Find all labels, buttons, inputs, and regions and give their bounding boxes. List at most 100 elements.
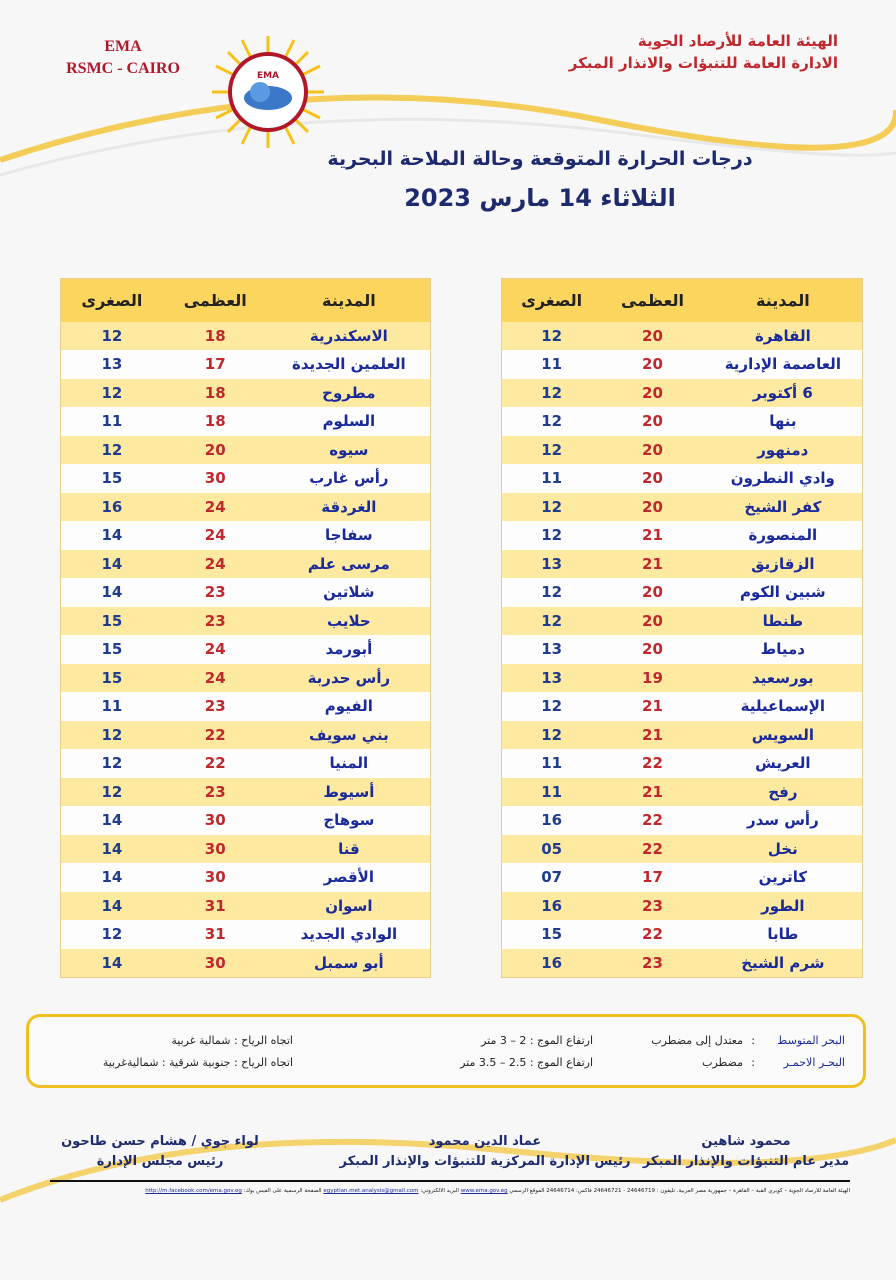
sea-state: مضطرب [702,1055,743,1069]
max-temperature: 20 [601,350,704,379]
website-link[interactable]: www.ema.gov.eg [460,1188,508,1194]
facebook-link[interactable]: http://m.facebook.com/ema.gov.eg [145,1188,242,1194]
max-temperature: 20 [601,578,704,607]
city-name: رأس حدربة [267,663,431,692]
city-name: أسيوط [267,777,431,806]
city-name: الأقصر [267,863,431,892]
city-name: شرم الشيخ [703,948,863,977]
city-name: المنيا [267,749,431,778]
table-row: دمنهور 20 12 [501,435,863,464]
min-temperature: 16 [60,492,163,521]
table-row: الفيوم 23 11 [60,692,431,721]
email-label: البريد الالكتروني: [420,1188,459,1194]
max-temperature: 30 [162,863,268,892]
signatory-title: رئيس الإدارة المركزية للتنبؤات والإنذار … [339,1154,631,1169]
max-temperature: 18 [162,407,268,436]
signature-3: لواء جوي / هشام حسن طاحون رئيس مجلس الإدا… [50,1132,270,1172]
city-name: طنطا [703,606,863,635]
wave-height: ارتفاع الموج : 2.5 – 3.5 متر [460,1055,593,1069]
min-temperature: 12 [501,321,602,350]
min-temperature: 12 [501,435,602,464]
max-temperature: 22 [601,806,704,835]
column-header-city: المدينة [267,278,431,322]
min-temperature: 11 [60,692,163,721]
max-temperature: 24 [162,521,268,550]
sea-name: البحر المتوسط [777,1033,845,1047]
max-temperature: 23 [162,692,268,721]
table-row: دمياط 20 13 [501,635,863,664]
signatory-name: عماد الدين محمود [428,1134,542,1149]
page-date: الثلاثاء 14 مارس 2023 [404,184,676,212]
org-header: الهيئة العامة للأرصاد الجوية الادارة الع… [569,30,838,74]
min-temperature: 11 [501,350,602,379]
min-temperature: 12 [501,692,602,721]
max-temperature: 23 [162,777,268,806]
table-row: شبين الكوم 20 12 [501,578,863,607]
max-temperature: 19 [601,663,704,692]
table-row: السلوم 18 11 [60,407,431,436]
table-row: مرسى علم 24 14 [60,549,431,578]
max-temperature: 30 [162,948,268,977]
max-temperature: 30 [162,806,268,835]
table-row: رأس سدر 22 16 [501,806,863,835]
max-temperature: 17 [601,863,704,892]
table-row: بورسعيد 19 13 [501,663,863,692]
city-name: قنا [267,834,431,863]
city-name: بورسعيد [703,663,863,692]
column-header-min: الصغرى [501,278,602,322]
table-row: سفاجا 24 14 [60,521,431,550]
max-temperature: 22 [162,749,268,778]
ema-logo: EMA [212,36,324,148]
max-temperature: 30 [162,834,268,863]
max-temperature: 17 [162,350,268,379]
marine-conditions-box: البحر المتوسط: معتدل إلى مضطرب ارتفاع المو… [26,1014,866,1088]
max-temperature: 23 [601,948,704,977]
city-name: بني سويف [267,720,431,749]
city-name: الاسكندرية [267,321,431,350]
signatory-title: رئيس مجلس الإدارة [96,1154,224,1169]
min-temperature: 11 [501,777,602,806]
table-row: المنصورة 21 12 [501,521,863,550]
table-row: رأس غارب 30 15 [60,464,431,493]
min-temperature: 12 [501,578,602,607]
svg-text:EMA: EMA [257,71,279,81]
min-temperature: 12 [501,407,602,436]
city-name: العلمين الجديدة [267,350,431,379]
min-temperature: 05 [501,834,602,863]
colon: : [751,1055,755,1069]
ema-header: EMA RSMC - CAIRO [48,36,198,80]
table-row: قنا 30 14 [60,834,431,863]
min-temperature: 11 [501,464,602,493]
city-name: وادي النطرون [703,464,863,493]
min-temperature: 12 [60,777,163,806]
org-department: الادارة العامة للتنبؤات والانذار المبكر [568,54,838,72]
max-temperature: 24 [162,549,268,578]
city-name: القاهرة [703,321,863,350]
max-temperature: 24 [162,492,268,521]
table-row: اسوان 31 14 [60,891,431,920]
min-temperature: 16 [501,806,602,835]
min-temperature: 14 [60,863,163,892]
sea-name: البحـر الاحمـر [783,1055,845,1069]
sea-state: معتدل إلى مضطرب [651,1033,743,1047]
table-row: الاسكندرية 18 12 [60,321,431,350]
table-row: كاترين 17 07 [501,863,863,892]
city-name: شلاتين [267,578,431,607]
max-temperature: 20 [601,407,704,436]
city-name: سوهاج [267,806,431,835]
max-temperature: 22 [601,749,704,778]
city-name: حلايب [267,606,431,635]
city-name: طابا [703,920,863,949]
table-row: وادي النطرون 20 11 [501,464,863,493]
signatory-name: محمود شاهين [701,1134,791,1149]
min-temperature: 14 [60,948,163,977]
city-name: الوادي الجديد [267,920,431,949]
colon: : [751,1033,755,1047]
table-row: شرم الشيخ 23 16 [501,948,863,977]
min-temperature: 15 [60,606,163,635]
max-temperature: 20 [601,606,704,635]
min-temperature: 12 [501,378,602,407]
city-name: رأس غارب [267,464,431,493]
email-link[interactable]: egyptian.met.analysis@gmail.com [323,1188,419,1194]
table-row: السويس 21 12 [501,720,863,749]
